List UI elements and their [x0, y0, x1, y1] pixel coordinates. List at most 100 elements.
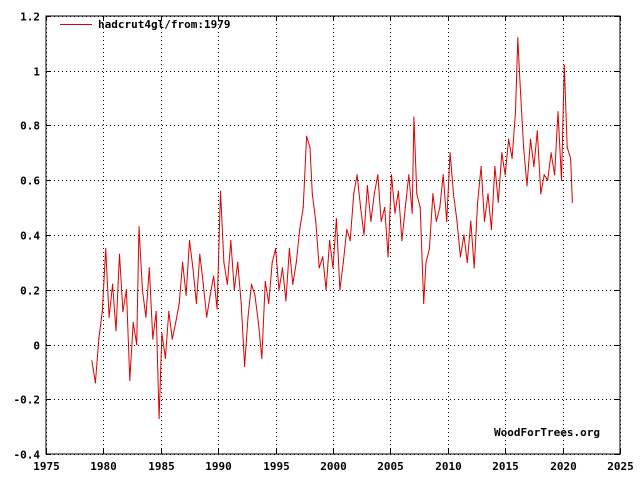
data-point: [132, 322, 134, 324]
data-point: [171, 338, 173, 340]
data-point: [299, 228, 301, 231]
x-tick-label: 2000: [320, 460, 347, 473]
data-point: [442, 174, 444, 176]
data-point: [370, 220, 372, 222]
data-point: [566, 146, 568, 148]
y-tick-label: 0.4: [20, 230, 40, 243]
x-tick-label: 1980: [90, 460, 117, 473]
data-point: [519, 83, 521, 85]
data-point: [322, 256, 324, 258]
data-point: [349, 239, 351, 242]
data-point: [138, 226, 140, 228]
data-point: [423, 302, 425, 304]
data-point: [178, 302, 180, 304]
data-point: [366, 185, 368, 187]
data-point: [98, 338, 100, 340]
data-point: [254, 294, 256, 296]
data-point: [250, 283, 253, 285]
data-point: [452, 193, 455, 195]
data-point: [216, 308, 218, 310]
data-point: [302, 207, 304, 209]
data-point: [339, 289, 341, 291]
data-point: [490, 228, 492, 231]
data-point: [315, 220, 317, 222]
data-point: [408, 174, 410, 176]
data-point: [428, 248, 430, 250]
data-point: [118, 253, 121, 255]
data-point: [517, 37, 519, 39]
data-point: [278, 289, 280, 291]
data-point: [557, 111, 559, 113]
data-point: [404, 207, 406, 209]
data-point: [560, 179, 563, 181]
data-point: [213, 275, 215, 277]
data-point: [523, 146, 525, 148]
data-point: [363, 234, 365, 236]
data-point: [550, 152, 552, 154]
data-point: [161, 333, 163, 335]
data-point: [219, 190, 222, 192]
data-point: [554, 174, 556, 176]
data-point: [129, 379, 131, 381]
data-point: [425, 261, 427, 263]
data-point: [373, 193, 375, 195]
data-point: [342, 261, 344, 263]
data-point: [223, 261, 225, 263]
data-point: [244, 365, 246, 367]
data-point: [477, 201, 479, 203]
data-point: [446, 220, 448, 222]
data-point: [141, 289, 143, 291]
y-tick-label: 0.6: [20, 175, 40, 188]
data-point: [533, 166, 535, 168]
data-point: [318, 267, 320, 269]
data-point: [463, 234, 465, 236]
data-point: [226, 283, 228, 285]
data-point: [292, 283, 294, 285]
x-tick-label: 2025: [607, 460, 634, 473]
data-point: [543, 174, 545, 176]
data-point: [494, 166, 496, 168]
x-tick-label: 1975: [33, 460, 60, 473]
data-point: [504, 174, 506, 176]
data-point: [155, 311, 157, 313]
data-point: [526, 185, 528, 187]
data-point: [571, 201, 574, 203]
data-point: [233, 289, 235, 291]
data-point: [332, 267, 334, 269]
plot-frame: [45, 15, 621, 455]
y-axis: -0.4 -0.2 0 0.2 0.4 0.6 0.8 1 1.2: [14, 11, 620, 462]
data-point: [199, 253, 201, 255]
data-point: [271, 261, 273, 263]
data-point: [182, 261, 184, 263]
data-point: [435, 220, 437, 222]
data-point: [529, 138, 532, 140]
data-point: [419, 207, 421, 209]
data-point: [195, 302, 197, 304]
data-point: [547, 179, 549, 181]
data-point: [209, 294, 211, 296]
data-point: [240, 302, 242, 304]
y-tick-label: 0: [33, 340, 40, 353]
data-point: [346, 228, 348, 231]
data-point: [261, 357, 263, 359]
data-point: [125, 289, 127, 291]
series-area: [91, 37, 574, 419]
data-point: [470, 220, 472, 222]
data-point: [275, 248, 277, 250]
y-tick-label: 1: [33, 66, 40, 79]
plot-grid: [46, 16, 621, 455]
data-point: [497, 201, 499, 203]
data-point: [115, 330, 117, 332]
legend: hadcrut4gl/from:1979: [60, 18, 230, 31]
data-point: [459, 256, 461, 258]
data-point: [390, 174, 393, 176]
data-point: [540, 193, 542, 195]
data-point: [514, 111, 517, 113]
data-point: [360, 207, 362, 209]
data-point: [432, 193, 434, 195]
data-point: [168, 311, 170, 313]
data-point: [94, 382, 96, 384]
data-point: [508, 138, 510, 140]
data-point: [335, 218, 337, 220]
